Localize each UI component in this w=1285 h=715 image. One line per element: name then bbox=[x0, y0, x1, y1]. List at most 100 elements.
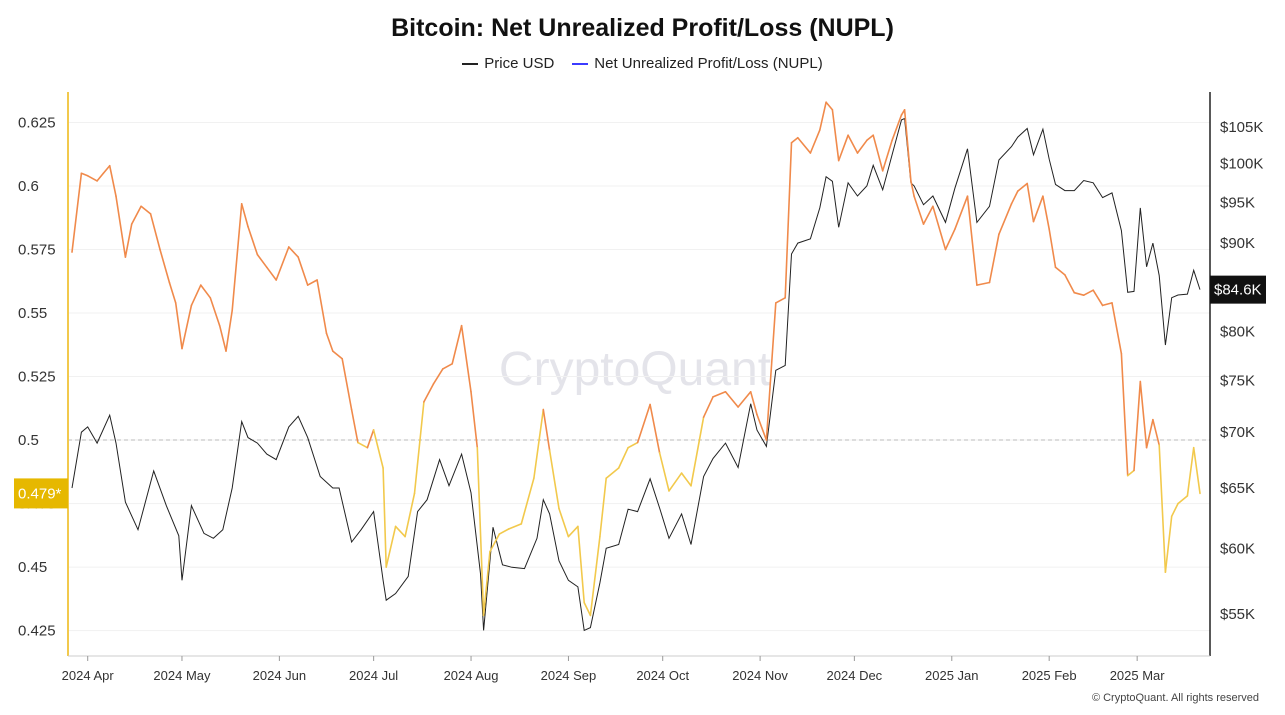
nupl-segment bbox=[482, 550, 491, 617]
nupl-segment bbox=[357, 441, 369, 449]
nupl-segment bbox=[1082, 289, 1094, 297]
nupl-segment bbox=[903, 109, 912, 182]
left-tick-label: 0.425 bbox=[18, 623, 56, 640]
nupl-segment bbox=[749, 390, 758, 416]
nupl-segment bbox=[1016, 182, 1028, 192]
nupl-segment bbox=[1164, 515, 1173, 574]
axis-badges: 0.479* $84.6K bbox=[14, 275, 1266, 509]
legend-item-nupl[interactable]: Net Unrealized Profit/Loss (NUPL) bbox=[572, 55, 823, 72]
nupl-segment bbox=[451, 324, 463, 365]
nupl-segment bbox=[988, 233, 1000, 284]
price-line bbox=[71, 117, 1201, 632]
nupl-segment bbox=[1120, 352, 1129, 477]
left-tick-label: 0.6 bbox=[18, 178, 39, 195]
right-tick-label: $55K bbox=[1220, 606, 1255, 623]
nupl-segment bbox=[818, 101, 827, 131]
x-tick-label: 2024 Jun bbox=[253, 668, 307, 683]
nupl-segment bbox=[796, 136, 812, 154]
nupl-segment bbox=[306, 279, 318, 286]
nupl-segment bbox=[423, 383, 435, 403]
nupl-segment bbox=[1177, 495, 1189, 505]
x-tick-label: 2025 Jan bbox=[925, 668, 979, 683]
legend-item-price[interactable]: Price USD bbox=[462, 55, 554, 72]
left-current-badge bbox=[14, 478, 68, 509]
nupl-segment bbox=[605, 467, 620, 480]
nupl-segment bbox=[130, 205, 142, 225]
right-tick-label: $75K bbox=[1220, 372, 1255, 389]
legend-label-price: Price USD bbox=[484, 55, 555, 72]
nupl-segment bbox=[168, 281, 177, 304]
nupl-segment bbox=[1010, 190, 1019, 205]
nupl-segment bbox=[181, 304, 193, 350]
nupl-segment bbox=[998, 203, 1013, 236]
nupl-segment bbox=[350, 408, 359, 444]
x-tick-label: 2024 Oct bbox=[636, 668, 689, 683]
nupl-segment bbox=[1152, 418, 1160, 446]
nupl-segment bbox=[599, 477, 608, 538]
nupl-segment bbox=[1192, 446, 1201, 495]
nupl-segment bbox=[765, 302, 777, 441]
nupl-segment bbox=[737, 390, 752, 408]
left-tick-label: 0.45 bbox=[18, 559, 47, 576]
nupl-segment bbox=[124, 223, 133, 258]
nupl-segment bbox=[567, 525, 579, 538]
nupl-segment bbox=[837, 134, 849, 162]
nupl-segment bbox=[372, 429, 384, 469]
nupl-segment bbox=[297, 256, 309, 286]
chart-title: Bitcoin: Net Unrealized Profit/Loss (NUP… bbox=[391, 14, 894, 42]
x-axis: 2024 Apr 2024 May 2024 Jun 2024 Jul 2024 Aug… bbox=[62, 655, 1210, 683]
right-tick-label: $105K bbox=[1220, 119, 1263, 136]
x-tick-label: 2024 Jul bbox=[349, 668, 398, 683]
nupl-segment bbox=[366, 429, 375, 449]
legend-swatch-price bbox=[462, 62, 479, 65]
nupl-segment bbox=[149, 213, 161, 251]
x-tick-label: 2024 Nov bbox=[732, 668, 788, 683]
left-tick-label: 0.55 bbox=[18, 305, 47, 322]
nupl-segment bbox=[498, 528, 510, 535]
nupl-segment bbox=[636, 403, 651, 444]
left-tick-label: 0.525 bbox=[18, 369, 56, 386]
nupl-segment bbox=[831, 109, 840, 162]
x-tick-label: 2024 Aug bbox=[444, 668, 499, 683]
nupl-segment bbox=[702, 396, 714, 419]
nupl-segment bbox=[1032, 195, 1044, 223]
x-tick-label: 2024 Apr bbox=[62, 668, 115, 683]
nupl-segment bbox=[548, 449, 560, 510]
right-tick-label: $65K bbox=[1220, 480, 1255, 497]
nupl-segment bbox=[542, 408, 551, 452]
nupl-segment bbox=[520, 477, 535, 525]
right-tick-label: $95K bbox=[1220, 194, 1255, 211]
legend-swatch-nupl bbox=[572, 62, 589, 65]
nupl-segment bbox=[476, 446, 485, 617]
x-tick-label: 2025 Mar bbox=[1110, 668, 1166, 683]
nupl-segment bbox=[1111, 302, 1123, 355]
nupl-segment bbox=[856, 139, 868, 154]
nupl-segment bbox=[385, 525, 397, 568]
nupl-segment bbox=[102, 164, 111, 175]
nupl-segment bbox=[80, 172, 89, 177]
grid bbox=[68, 121, 1210, 632]
nupl-segment bbox=[413, 401, 425, 495]
nupl-segment bbox=[724, 390, 739, 408]
nupl-segment bbox=[108, 164, 117, 197]
right-axis: $105K$100K$95K$90K$85K$80K$75K$70K$65K$6… bbox=[1209, 92, 1263, 656]
nupl-segment bbox=[881, 139, 893, 172]
left-current-label: 0.479* bbox=[18, 485, 62, 502]
nupl-segment bbox=[325, 332, 334, 352]
nupl-segment bbox=[790, 136, 799, 144]
right-current-badge bbox=[1210, 275, 1266, 304]
nupl-segment bbox=[1048, 228, 1057, 269]
right-tick-label: $60K bbox=[1220, 540, 1255, 557]
x-tick-label: 2024 May bbox=[153, 668, 211, 683]
nupl-segment bbox=[507, 523, 523, 530]
nupl-segment bbox=[690, 416, 705, 487]
nupl-segment bbox=[954, 195, 969, 230]
nupl-segment bbox=[589, 535, 601, 617]
nupl-segment bbox=[460, 324, 472, 393]
nupl-segment bbox=[784, 142, 793, 299]
nupl-segment bbox=[115, 195, 127, 258]
legend: Price USD Net Unrealized Profit/Loss (NU… bbox=[0, 55, 1285, 72]
nupl-segment bbox=[1186, 446, 1195, 497]
nupl-segment bbox=[712, 390, 727, 398]
